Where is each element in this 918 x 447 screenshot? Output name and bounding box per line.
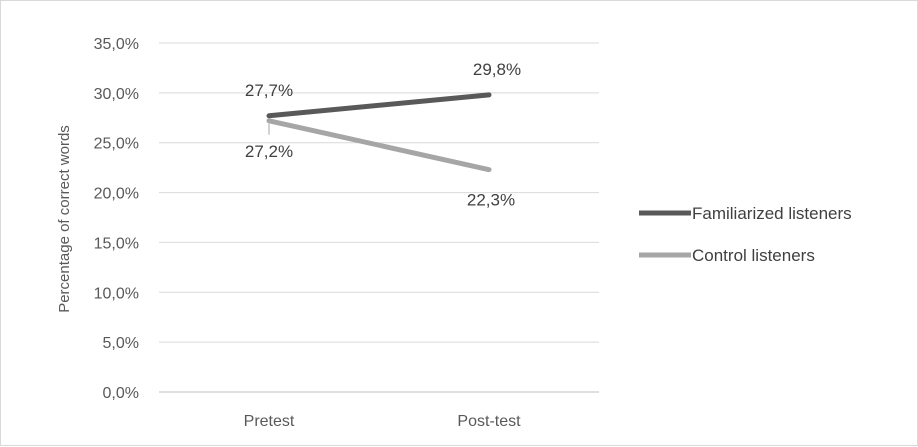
y-tick-label: 35,0% bbox=[94, 36, 139, 53]
y-tick-label: 5,0% bbox=[103, 335, 139, 352]
data-labels: 27,7% 29,8% 27,2% 22,3% bbox=[245, 60, 521, 210]
y-tick-label: 25,0% bbox=[94, 136, 139, 153]
y-tick-label: 30,0% bbox=[94, 86, 139, 103]
legend-label: Control listeners bbox=[692, 246, 815, 265]
y-tick-label: 10,0% bbox=[94, 285, 139, 302]
data-label: 29,8% bbox=[473, 60, 521, 79]
x-tick-label: Post-test bbox=[457, 413, 521, 430]
series-line-2 bbox=[266, 118, 492, 173]
x-axis-tick-labels: Pretest Post-test bbox=[244, 413, 521, 430]
data-label: 27,2% bbox=[245, 142, 293, 161]
y-axis-title: Percentage of correct words bbox=[56, 125, 73, 313]
legend: Familiarized listeners Control listeners bbox=[639, 204, 852, 265]
series-line-1 bbox=[266, 92, 492, 119]
legend-label: Familiarized listeners bbox=[692, 204, 852, 223]
y-tick-label: 0,0% bbox=[103, 385, 139, 402]
data-label: 22,3% bbox=[467, 191, 515, 210]
y-tick-label: 15,0% bbox=[94, 235, 139, 252]
x-tick-label: Pretest bbox=[244, 413, 295, 430]
y-axis-tick-labels: 0,0% 5,0% 10,0% 15,0% 20,0% 25,0% 30,0% 35,0% bbox=[94, 36, 139, 402]
data-label: 27,7% bbox=[245, 81, 293, 100]
y-tick-label: 20,0% bbox=[94, 186, 139, 203]
series-lines bbox=[266, 92, 492, 173]
gridlines bbox=[159, 42, 599, 393]
